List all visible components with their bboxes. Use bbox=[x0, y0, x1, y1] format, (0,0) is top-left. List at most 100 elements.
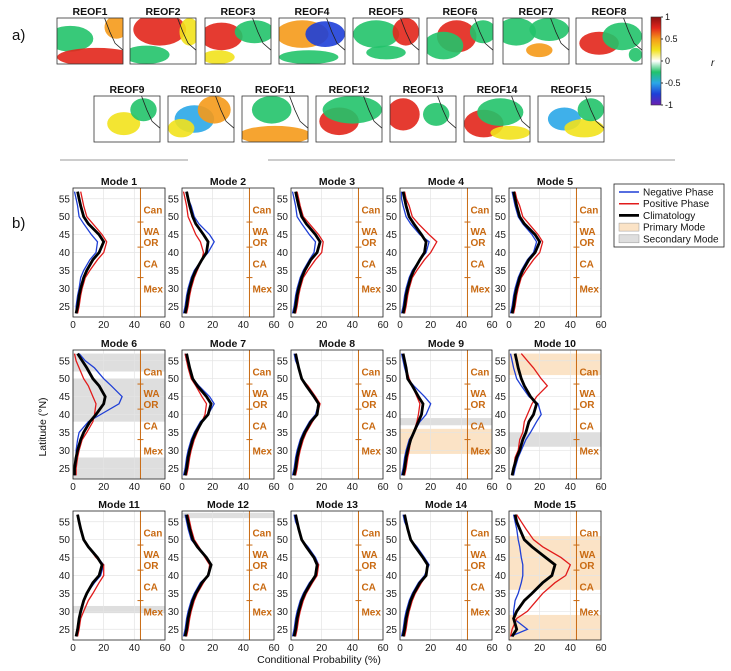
x-tick-label: 60 bbox=[377, 482, 389, 493]
anomaly-blob bbox=[107, 112, 141, 136]
x-tick-label: 60 bbox=[159, 482, 171, 493]
x-tick-label: 40 bbox=[347, 643, 359, 654]
y-tick-label: 40 bbox=[386, 571, 398, 582]
region-label: CA bbox=[361, 259, 375, 270]
y-tick-label: 35 bbox=[59, 428, 71, 439]
mode-title: Mode 1 bbox=[101, 176, 137, 188]
y-tick-label: 55 bbox=[386, 517, 398, 528]
anomaly-blob bbox=[503, 18, 536, 46]
colorbar-tick-label: 0.5 bbox=[665, 34, 678, 44]
legend-label-negative: Negative Phase bbox=[643, 188, 714, 199]
climatology-line bbox=[74, 191, 106, 314]
anomaly-blob bbox=[366, 45, 406, 60]
region-label: WA bbox=[361, 227, 377, 238]
positive-phase-line bbox=[76, 191, 108, 314]
x-tick-label: 0 bbox=[506, 320, 512, 331]
map-title: REOF12 bbox=[329, 84, 370, 96]
positive-phase-line bbox=[294, 191, 324, 314]
region-label: Mex bbox=[361, 446, 381, 457]
y-tick-label: 45 bbox=[59, 392, 71, 403]
y-tick-label: 50 bbox=[386, 535, 398, 546]
y-tick-label: 35 bbox=[495, 266, 507, 277]
mode-title: Mode 15 bbox=[534, 499, 576, 511]
y-tick-label: 30 bbox=[168, 446, 180, 457]
plot-frame bbox=[508, 187, 602, 318]
y-tick-label: 45 bbox=[277, 553, 289, 564]
y-tick-label: 40 bbox=[59, 248, 71, 259]
anomaly-blob bbox=[353, 20, 400, 48]
y-tick-label: 55 bbox=[277, 356, 289, 367]
colorbar-label: r bbox=[711, 58, 715, 69]
reof-map: REOF12 bbox=[315, 84, 383, 143]
y-tick-label: 40 bbox=[277, 248, 289, 259]
region-label: CA bbox=[579, 259, 593, 270]
x-tick-label: 60 bbox=[377, 320, 389, 331]
region-label: Mex bbox=[143, 607, 163, 618]
coastline bbox=[400, 18, 419, 51]
y-tick-label: 40 bbox=[386, 410, 398, 421]
y-tick-label: 40 bbox=[495, 571, 507, 582]
colorbar-tick-label: 0 bbox=[665, 56, 670, 66]
region-label: CA bbox=[579, 421, 593, 432]
y-tick-label: 50 bbox=[168, 212, 180, 223]
y-tick-label: 25 bbox=[495, 464, 507, 475]
x-tick-label: 0 bbox=[179, 320, 185, 331]
coastline bbox=[474, 18, 493, 51]
anomaly-blob bbox=[322, 96, 382, 124]
reof-map: REOF13 bbox=[389, 84, 457, 143]
y-tick-label: 30 bbox=[495, 607, 507, 618]
coastline bbox=[289, 96, 308, 129]
region-label: Mex bbox=[579, 284, 599, 295]
x-tick-label: 20 bbox=[207, 643, 219, 654]
x-tick-label: 0 bbox=[179, 482, 185, 493]
map-frame bbox=[278, 17, 346, 65]
x-tick-label: 0 bbox=[506, 482, 512, 493]
secondary-mode-band bbox=[182, 512, 274, 519]
primary-mode-band bbox=[509, 536, 601, 590]
x-tick-label: 40 bbox=[565, 643, 577, 654]
climatology-line bbox=[401, 353, 425, 476]
region-label: Can bbox=[579, 529, 598, 540]
region-label: Can bbox=[579, 206, 598, 217]
reof-map: REOF14 bbox=[463, 84, 531, 143]
x-tick-label: 0 bbox=[397, 320, 403, 331]
y-tick-label: 45 bbox=[495, 392, 507, 403]
y-tick-label: 50 bbox=[495, 535, 507, 546]
map-frame bbox=[93, 95, 161, 143]
mode-title: Mode 6 bbox=[101, 338, 137, 350]
y-tick-label: 35 bbox=[59, 266, 71, 277]
plot-frame bbox=[181, 349, 275, 480]
y-tick-label: 25 bbox=[386, 302, 398, 313]
y-tick-label: 50 bbox=[168, 374, 180, 385]
plot-frame bbox=[181, 510, 275, 641]
y-tick-label: 55 bbox=[277, 194, 289, 205]
y-tick-label: 25 bbox=[168, 302, 180, 313]
x-tick-label: 20 bbox=[207, 482, 219, 493]
anomaly-blob bbox=[242, 125, 308, 142]
legend-swatch-primary bbox=[618, 222, 640, 232]
region-label: Mex bbox=[470, 446, 490, 457]
y-tick-label: 30 bbox=[168, 284, 180, 295]
region-label: WA bbox=[579, 227, 595, 238]
anomaly-blob bbox=[305, 21, 345, 47]
secondary-mode-band bbox=[73, 353, 165, 372]
y-tick-label: 55 bbox=[495, 194, 507, 205]
mode-title: Mode 12 bbox=[207, 499, 249, 511]
x-tick-label: 20 bbox=[98, 482, 110, 493]
region-label: CA bbox=[252, 582, 266, 593]
region-label: Can bbox=[470, 206, 489, 217]
x-tick-label: 20 bbox=[425, 643, 437, 654]
y-tick-label: 30 bbox=[495, 446, 507, 457]
y-tick-label: 25 bbox=[168, 464, 180, 475]
map-frame bbox=[352, 17, 420, 65]
x-tick-label: 20 bbox=[316, 643, 328, 654]
region-label: CA bbox=[252, 421, 266, 432]
map-title: REOF2 bbox=[145, 6, 180, 18]
